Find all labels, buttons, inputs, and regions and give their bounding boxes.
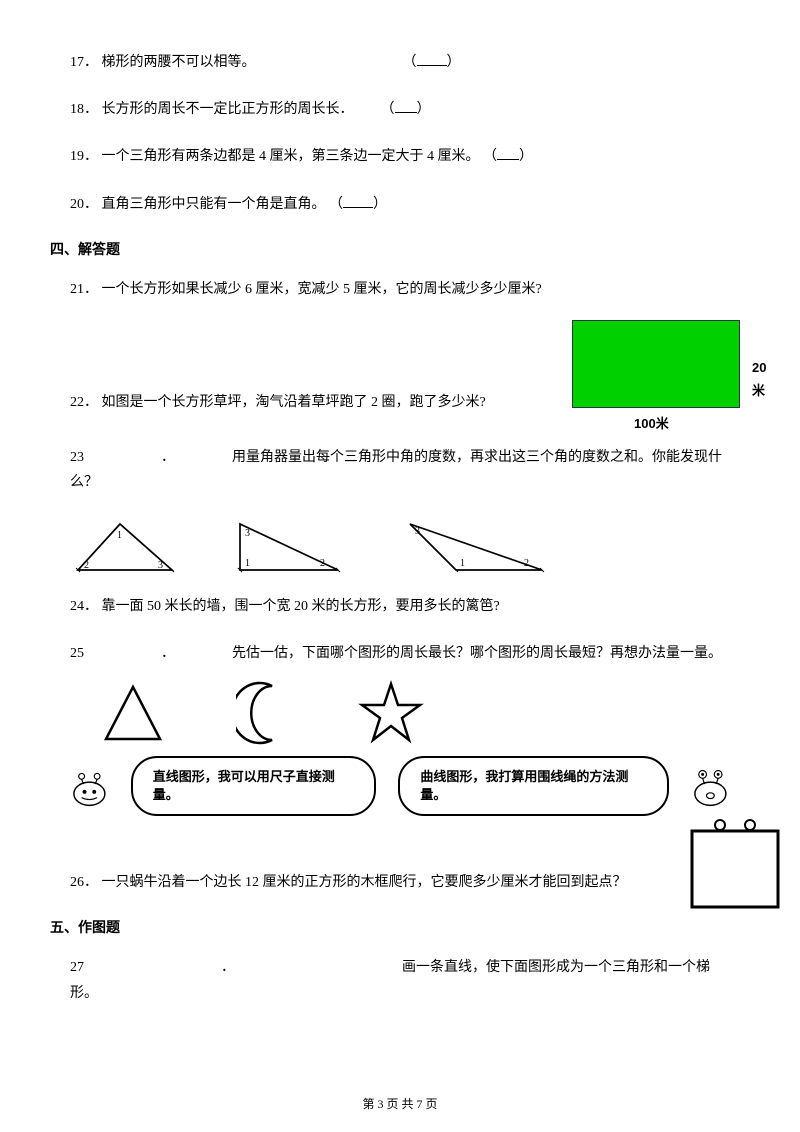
star-shape-icon: [356, 680, 426, 746]
question-20: 20． 直角三角形中只能有一个角是直角。 （）: [70, 192, 730, 217]
question-25: 25 ． 先估一估，下面哪个图形的周长最长？哪个图形的周长最短？再想办法量一量。: [70, 641, 730, 666]
tips-row: 直线图形，我可以用尺子直接测量。 曲线图形，我打算用围线绳的方法测量。: [70, 756, 730, 816]
q-text: 画一条直线，使下面图形成为一个三角形和一个梯形。: [70, 960, 710, 1000]
mascot-left-icon: [70, 764, 109, 808]
q-num: 17．: [70, 50, 98, 75]
question-18: 18． 长方形的周长不一定比正方形的周长长． （）: [70, 97, 730, 122]
svg-text:3: 3: [245, 528, 250, 539]
page-footer: 第 3 页 共 7 页: [0, 1095, 800, 1112]
q-text: 梯形的两腰不可以相等。: [102, 55, 256, 70]
tip-text: 直线图形，我可以用尺子直接测量。: [153, 769, 335, 802]
tip-text: 曲线图形，我打算用围线绳的方法测量。: [420, 769, 628, 802]
section-5-title: 五、作图题: [50, 917, 730, 937]
answer-paren: （）: [329, 197, 387, 212]
q-num: 24．: [70, 594, 98, 619]
tip-bubble-1: 直线图形，我可以用尺子直接测量。: [131, 756, 377, 816]
answer-paren: （）: [483, 149, 533, 164]
q-num: 25: [70, 641, 84, 666]
question-23: 23 ． 用量角器量出每个三角形中角的度数，再求出这三个角的度数之和。你能发现什…: [70, 445, 730, 495]
q-dot: ．: [161, 450, 175, 465]
question-21: 21． 一个长方形如果长减少 6 厘米，宽减少 5 厘米，它的周长减少多少厘米?: [70, 277, 730, 302]
q-num: 19．: [70, 144, 98, 169]
moon-shape-icon: [236, 680, 286, 746]
svg-text:2: 2: [84, 560, 89, 571]
q-num: 20．: [70, 192, 98, 217]
lawn-height-label: 20米: [752, 356, 766, 403]
q-text: 一只蜗牛沿着一个边长 12 厘米的正方形的木框爬行，它要爬多少厘米才能回到起点？: [102, 875, 627, 890]
section-4-title: 四、解答题: [50, 239, 730, 259]
shapes-row: [100, 680, 730, 746]
svg-text:1: 1: [245, 558, 250, 569]
question-19: 19． 一个三角形有两条边都是 4 厘米，第三条边一定大于 4 厘米。 （）: [70, 144, 730, 169]
triangle-shape-icon: [100, 683, 166, 743]
svg-text:2: 2: [524, 558, 529, 569]
q-text: 一个长方形如果长减少 6 厘米，宽减少 5 厘米，它的周长减少多少厘米?: [102, 282, 542, 297]
svg-text:2: 2: [320, 558, 325, 569]
q-num: 18．: [70, 97, 98, 122]
lawn-width-label: 100米: [634, 412, 669, 435]
question-26: 26． 一只蜗牛沿着一个边长 12 厘米的正方形的木框爬行，它要爬多少厘米才能回…: [70, 870, 730, 895]
q-num: 26．: [70, 870, 98, 895]
green-rectangle: [572, 320, 740, 408]
q-text: 长方形的周长不一定比正方形的周长长．: [102, 102, 354, 117]
q-dot: ．: [161, 646, 175, 661]
triangle-2-icon: 3 1 2: [230, 518, 350, 576]
lawn-diagram: 20米 100米: [572, 320, 740, 408]
q-text: 直角三角形中只能有一个角是直角。: [102, 197, 326, 212]
q-text: 靠一面 50 米长的墙，围一个宽 20 米的长方形，要用多长的篱笆?: [102, 599, 500, 614]
q-num: 23: [70, 445, 84, 470]
triangles-row: 1 2 3 3 1 2 3 1 2: [70, 518, 730, 576]
answer-paren: （）: [403, 55, 461, 70]
q-num: 27: [70, 955, 84, 980]
triangle-3-icon: 3 1 2: [400, 518, 550, 576]
triangle-1-icon: 1 2 3: [70, 518, 180, 576]
question-27: 27 ． 画一条直线，使下面图形成为一个三角形和一个梯形。: [70, 955, 730, 1005]
answer-paren: （）: [381, 102, 431, 117]
svg-text:3: 3: [415, 526, 420, 537]
q-text: 如图是一个长方形草坪，淘气沿着草坪跑了 2 圈，跑了多少米?: [102, 395, 486, 410]
svg-text:1: 1: [460, 558, 465, 569]
tip-bubble-2: 曲线图形，我打算用围线绳的方法测量。: [398, 756, 669, 816]
question-22: 22． 如图是一个长方形草坪，淘气沿着草坪跑了 2 圈，跑了多少米? 20米 1…: [70, 390, 730, 415]
q-text: 一个三角形有两条边都是 4 厘米，第三条边一定大于 4 厘米。: [102, 149, 480, 164]
question-17: 17． 梯形的两腰不可以相等。 （）: [70, 50, 730, 75]
question-24: 24． 靠一面 50 米长的墙，围一个宽 20 米的长方形，要用多长的篱笆?: [70, 594, 730, 619]
q-num: 22．: [70, 390, 98, 415]
q-text: 先估一估，下面哪个图形的周长最长？哪个图形的周长最短？再想办法量一量。: [232, 646, 722, 661]
footer-text: 第 3 页 共 7 页: [362, 1097, 437, 1111]
q-num: 21．: [70, 277, 98, 302]
q-dot: ．: [221, 960, 235, 975]
square-frame-diagram: [680, 817, 790, 922]
mascot-right-icon: [691, 764, 730, 808]
svg-text:3: 3: [158, 560, 163, 571]
svg-text:1: 1: [117, 530, 122, 541]
